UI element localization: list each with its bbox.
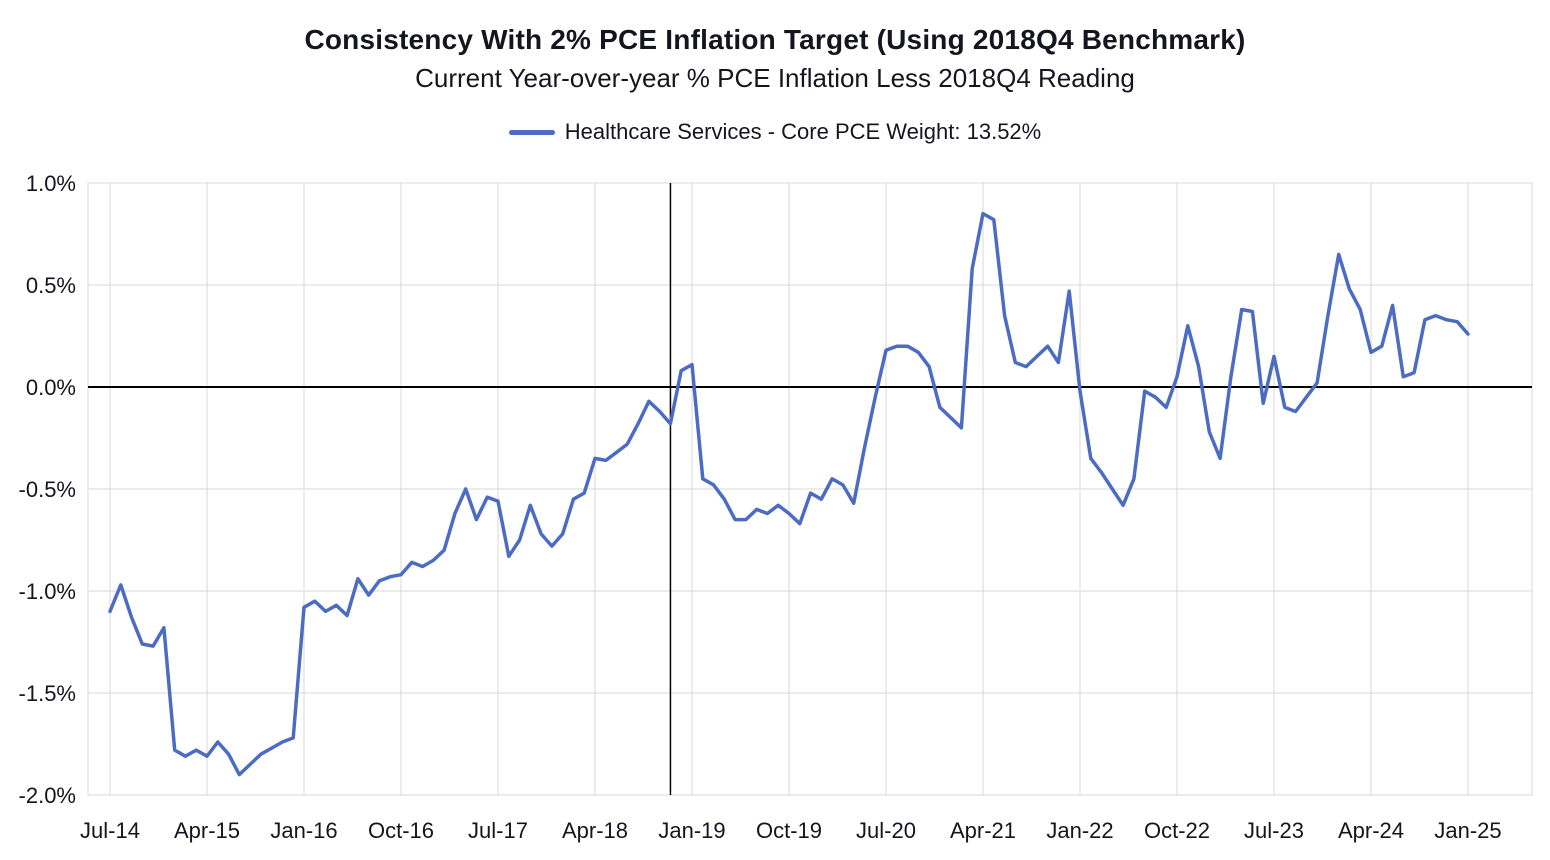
legend: Healthcare Services - Core PCE Weight: 1… bbox=[0, 119, 1550, 145]
x-axis-tick-label: Jan-19 bbox=[658, 818, 725, 843]
x-axis-tick-label: Jul-17 bbox=[468, 818, 528, 843]
y-axis-tick-label: 0.0% bbox=[26, 375, 76, 400]
x-axis-tick-label: Jul-14 bbox=[80, 818, 140, 843]
x-axis-tick-label: Jan-16 bbox=[270, 818, 337, 843]
x-axis-tick-label: Jul-20 bbox=[856, 818, 916, 843]
x-axis-tick-label: Apr-24 bbox=[1338, 818, 1404, 843]
x-axis-tick-label: Apr-21 bbox=[950, 818, 1016, 843]
series-line-healthcare-services bbox=[108, 211, 1470, 777]
y-axis-tick-label: -1.5% bbox=[19, 681, 76, 706]
y-axis-tick-label: -0.5% bbox=[19, 477, 76, 502]
x-axis-tick-label: Apr-15 bbox=[174, 818, 240, 843]
plot-border bbox=[87, 182, 1533, 796]
chart-title: Consistency With 2% PCE Inflation Target… bbox=[304, 24, 1246, 55]
chart-subtitle: Current Year-over-year % PCE Inflation L… bbox=[415, 63, 1135, 93]
x-axis-tick-label: Jul-23 bbox=[1244, 818, 1304, 843]
legend-line-swatch bbox=[508, 129, 555, 135]
x-axis-tick-label: Oct-22 bbox=[1144, 818, 1210, 843]
y-axis-tick-label: 1.0% bbox=[26, 171, 76, 196]
y-axis-tick-label: -2.0% bbox=[19, 783, 76, 808]
x-axis-tick-label: Oct-19 bbox=[756, 818, 822, 843]
x-axis-tick-label: Jan-25 bbox=[1434, 818, 1501, 843]
legend-series-label: Healthcare Services - Core PCE Weight: 1… bbox=[564, 119, 1042, 144]
x-axis-tick-label: Oct-16 bbox=[368, 818, 434, 843]
x-axis-tick-label: Jan-22 bbox=[1046, 818, 1113, 843]
x-axis-tick-label: Apr-18 bbox=[562, 818, 628, 843]
y-axis-tick-label: 0.5% bbox=[26, 273, 76, 298]
y-axis-tick-label: -1.0% bbox=[19, 579, 76, 604]
